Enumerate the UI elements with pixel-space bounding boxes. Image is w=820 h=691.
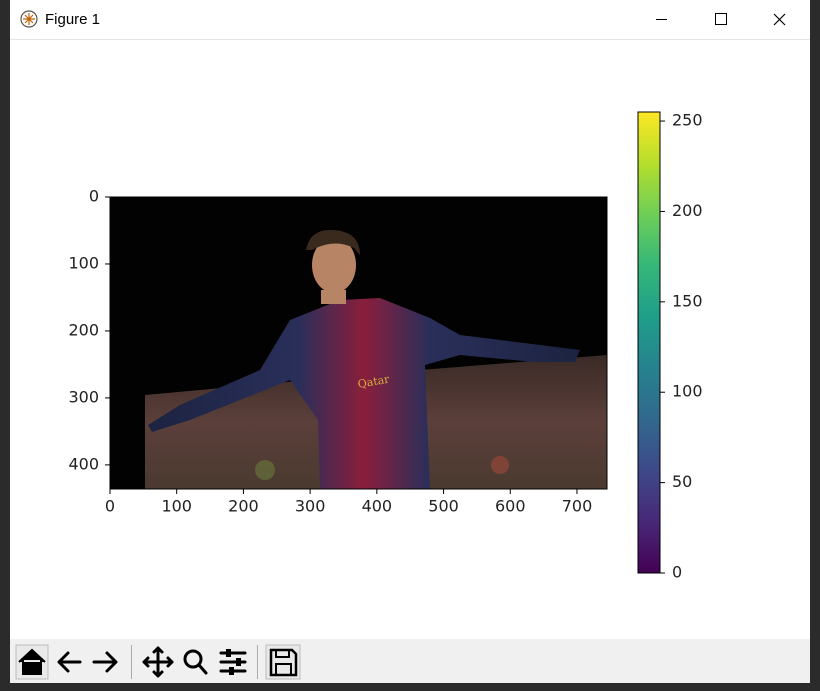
forward-icon bbox=[92, 651, 118, 673]
zoom-handle bbox=[197, 663, 208, 675]
pan-button[interactable] bbox=[142, 646, 174, 678]
image-blur bbox=[255, 460, 275, 480]
save-icon-slot bbox=[275, 663, 292, 676]
configure-button[interactable] bbox=[219, 649, 247, 675]
x-tick-label: 100 bbox=[161, 497, 192, 516]
x-tick-label: 200 bbox=[228, 497, 259, 516]
image-blur bbox=[491, 456, 509, 474]
colorbar-tick-label: 0 bbox=[672, 563, 682, 582]
x-tick-label: 600 bbox=[495, 497, 526, 516]
save-icon-label bbox=[275, 649, 290, 658]
home-button[interactable] bbox=[15, 644, 49, 680]
pan-icon bbox=[142, 646, 174, 678]
forward-button[interactable] bbox=[92, 651, 118, 673]
colorbar-tick-label: 200 bbox=[672, 201, 703, 220]
slider-knob bbox=[236, 658, 241, 666]
back-button[interactable] bbox=[57, 651, 82, 673]
y-tick-label: 400 bbox=[68, 454, 99, 473]
image-logo: Qatar bbox=[357, 372, 391, 390]
image-hair bbox=[306, 229, 360, 255]
slider-knob bbox=[229, 667, 234, 675]
x-tick-label: 300 bbox=[295, 497, 326, 516]
image-face bbox=[312, 237, 356, 293]
colorbar-tick-label: 100 bbox=[672, 382, 703, 401]
toolbar bbox=[10, 639, 810, 683]
window-title: Figure 1 bbox=[45, 11, 100, 28]
colorbar-tick-label: 150 bbox=[672, 291, 703, 310]
back-icon bbox=[57, 651, 82, 673]
x-tick-label: 0 bbox=[105, 497, 115, 516]
zoom-button[interactable] bbox=[183, 649, 208, 675]
colorbar-tick-label: 50 bbox=[672, 472, 692, 491]
x-tick-label: 400 bbox=[362, 497, 393, 516]
y-tick-label: 0 bbox=[89, 187, 99, 206]
close-button[interactable] bbox=[773, 13, 786, 26]
x-tick-label: 500 bbox=[428, 497, 459, 516]
image-neck bbox=[321, 290, 346, 304]
save-button[interactable] bbox=[265, 644, 301, 680]
axes-frame bbox=[109, 196, 608, 490]
y-tick-label: 300 bbox=[68, 387, 99, 406]
colorbar-tick-label: 250 bbox=[672, 111, 703, 130]
maximize-button[interactable] bbox=[715, 13, 727, 25]
x-tick-label: 700 bbox=[562, 497, 593, 516]
home-icon bbox=[18, 648, 46, 675]
app-icon-rays bbox=[23, 13, 35, 25]
slider-knob bbox=[226, 649, 231, 657]
y-tick-label: 100 bbox=[68, 253, 99, 272]
zoom-icon bbox=[183, 649, 203, 669]
colorbar bbox=[637, 111, 661, 574]
y-tick-label: 200 bbox=[68, 320, 99, 339]
image: Qatar bbox=[110, 197, 607, 489]
image-person bbox=[148, 298, 580, 489]
